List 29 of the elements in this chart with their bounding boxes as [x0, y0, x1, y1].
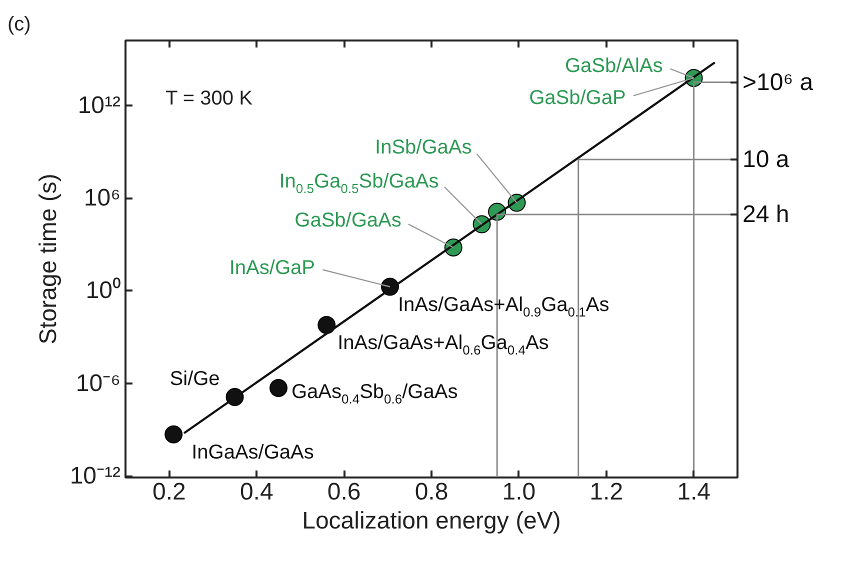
- text: (c): [8, 14, 31, 36]
- annotation: 10 a: [742, 146, 790, 173]
- y-tick-label: 10⁻¹²: [70, 462, 121, 490]
- annotation: GaSb/GaP: [529, 86, 626, 109]
- y-tick-label: 10⁻⁶: [76, 370, 121, 397]
- annotation: Si/Ge: [170, 368, 220, 390]
- x-axis-title: Localization energy (eV): [302, 508, 561, 534]
- x-tick-label: 1.0: [502, 478, 536, 506]
- point: [164, 425, 183, 444]
- annotation: 24 h: [742, 200, 790, 228]
- annotation: InAs/GaP: [229, 256, 315, 279]
- annotation: GaSb/AlAs: [564, 54, 663, 77]
- y-axis-title: Storage time (s): [34, 174, 62, 344]
- x-tick-label: 0.8: [414, 478, 448, 506]
- annotation: InSb/GaAs: [375, 136, 472, 159]
- annotation: InGaAs/GaAs: [192, 441, 314, 464]
- x-tick-label: 0.4: [240, 478, 274, 506]
- x-tick-label: 1.2: [590, 478, 624, 506]
- y-tick-label: 10⁰: [86, 277, 121, 304]
- annotation: GaSb/GaAs: [294, 209, 402, 232]
- x-tick-label: 0.2: [152, 478, 186, 506]
- y-tick-label: 10¹²: [78, 92, 121, 119]
- annotation: T = 300 K: [166, 88, 254, 110]
- point: [318, 316, 336, 334]
- y-tick-label: 10⁶: [84, 184, 121, 212]
- x-tick-label: 0.6: [327, 478, 361, 506]
- point: [270, 379, 288, 397]
- x-tick-label: 1.4: [677, 478, 710, 506]
- annotation: >10⁶ a: [742, 68, 814, 96]
